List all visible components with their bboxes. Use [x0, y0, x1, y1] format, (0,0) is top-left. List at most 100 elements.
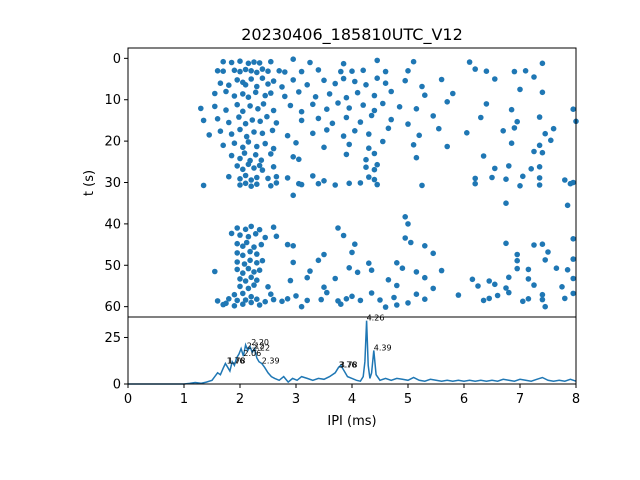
scatter-point — [269, 127, 276, 134]
scatter-point — [349, 293, 355, 300]
scatter-point — [514, 118, 520, 125]
scatter-point — [408, 239, 414, 246]
scatter-point — [223, 107, 229, 113]
scatter-point — [416, 132, 423, 139]
scatter-point — [450, 90, 456, 97]
scatter-point — [258, 241, 265, 248]
scatter-point — [296, 89, 302, 95]
histogram-x-axis-label: IPI (ms) — [327, 414, 376, 429]
scatter-point — [374, 181, 381, 188]
scatter-point — [506, 289, 512, 296]
scatter-point — [234, 259, 240, 265]
scatter-point — [553, 265, 560, 272]
scatter-point — [247, 257, 253, 264]
scatter-point — [234, 77, 240, 83]
scatter-point — [570, 236, 576, 242]
scatter-point — [310, 101, 316, 108]
scatter-point — [410, 142, 417, 148]
scatter-point — [282, 69, 288, 75]
scatter-points — [198, 56, 579, 310]
scatter-point — [265, 68, 271, 74]
scatter-point — [380, 138, 386, 145]
scatter-point — [231, 291, 238, 298]
scatter-point — [413, 269, 420, 275]
scatter-point — [399, 265, 406, 272]
scatter-point — [248, 183, 254, 189]
scatter-point — [382, 304, 389, 310]
peak-annotation: 3.78 — [340, 360, 358, 369]
scatter-point — [539, 89, 546, 96]
scatter-point — [200, 182, 207, 189]
scatter-point — [217, 80, 224, 86]
scatter-point — [253, 251, 260, 257]
scatter-point — [354, 89, 361, 96]
scatter-point — [245, 94, 252, 100]
scatter-point — [366, 131, 372, 137]
scatter-point — [357, 297, 364, 304]
scatter-point — [363, 82, 369, 88]
scatter-point — [253, 69, 260, 76]
scatter-point — [419, 182, 425, 189]
scatter-point — [290, 154, 297, 160]
scatter-point — [444, 99, 451, 105]
scatter-point — [248, 293, 254, 300]
scatter-point — [542, 130, 548, 137]
scatter-point — [536, 142, 543, 149]
scatter-point — [564, 202, 571, 209]
scatter-point — [349, 68, 355, 74]
scatter-point — [234, 266, 240, 273]
scatter-point — [251, 59, 257, 65]
scatter-point — [228, 230, 235, 237]
scatter-point — [522, 68, 529, 74]
scatter-point — [223, 88, 229, 95]
scatter-point — [469, 276, 476, 283]
scatter-point — [371, 176, 378, 183]
scatter-point — [217, 128, 224, 134]
scatter-point — [324, 127, 330, 133]
scatter-point — [253, 296, 260, 303]
scatter-point — [539, 291, 546, 298]
scatter-point — [324, 106, 330, 112]
scatter-point — [248, 274, 254, 281]
scatter-point — [248, 299, 254, 306]
scatter-point — [475, 283, 481, 289]
scatter-point — [262, 92, 269, 99]
scatter-point — [231, 140, 238, 146]
scatter-point — [226, 296, 232, 302]
scatter-point — [536, 182, 543, 188]
scatter-point — [315, 257, 322, 264]
scatter-point — [531, 148, 537, 155]
scatter-point — [531, 282, 537, 288]
peak-annotation: 2.12 — [247, 342, 265, 351]
x-tick-label: 5 — [404, 392, 412, 407]
scatter-point — [265, 81, 271, 87]
scatter-point — [276, 68, 283, 74]
y-tick-label: 25 — [104, 331, 121, 346]
scatter-point — [340, 232, 347, 239]
scatter-point — [492, 76, 498, 82]
y-tick-label: 20 — [104, 135, 121, 150]
scatter-point — [234, 163, 240, 169]
scatter-point — [466, 59, 473, 65]
scatter-point — [536, 164, 543, 170]
scatter-point — [489, 174, 495, 181]
peak-annotation: 2.22 — [252, 344, 270, 353]
scatter-point — [570, 256, 576, 262]
scatter-point — [253, 181, 260, 187]
scatter-point — [259, 75, 266, 81]
scatter-point — [259, 130, 266, 137]
scatter-point — [503, 176, 509, 182]
scatter-point — [385, 277, 392, 283]
scatter-point — [252, 89, 259, 96]
scatter-point — [483, 101, 490, 107]
scatter-point — [248, 76, 254, 82]
scatter-point — [360, 67, 367, 74]
scatter-point — [214, 116, 221, 122]
scatter-point — [290, 259, 297, 266]
y-tick-label: 30 — [104, 176, 121, 191]
scatter-point — [234, 240, 240, 247]
scatter-point — [503, 285, 509, 291]
scatter-point — [264, 113, 270, 120]
scatter-point — [251, 282, 257, 288]
scatter-point — [284, 241, 291, 248]
